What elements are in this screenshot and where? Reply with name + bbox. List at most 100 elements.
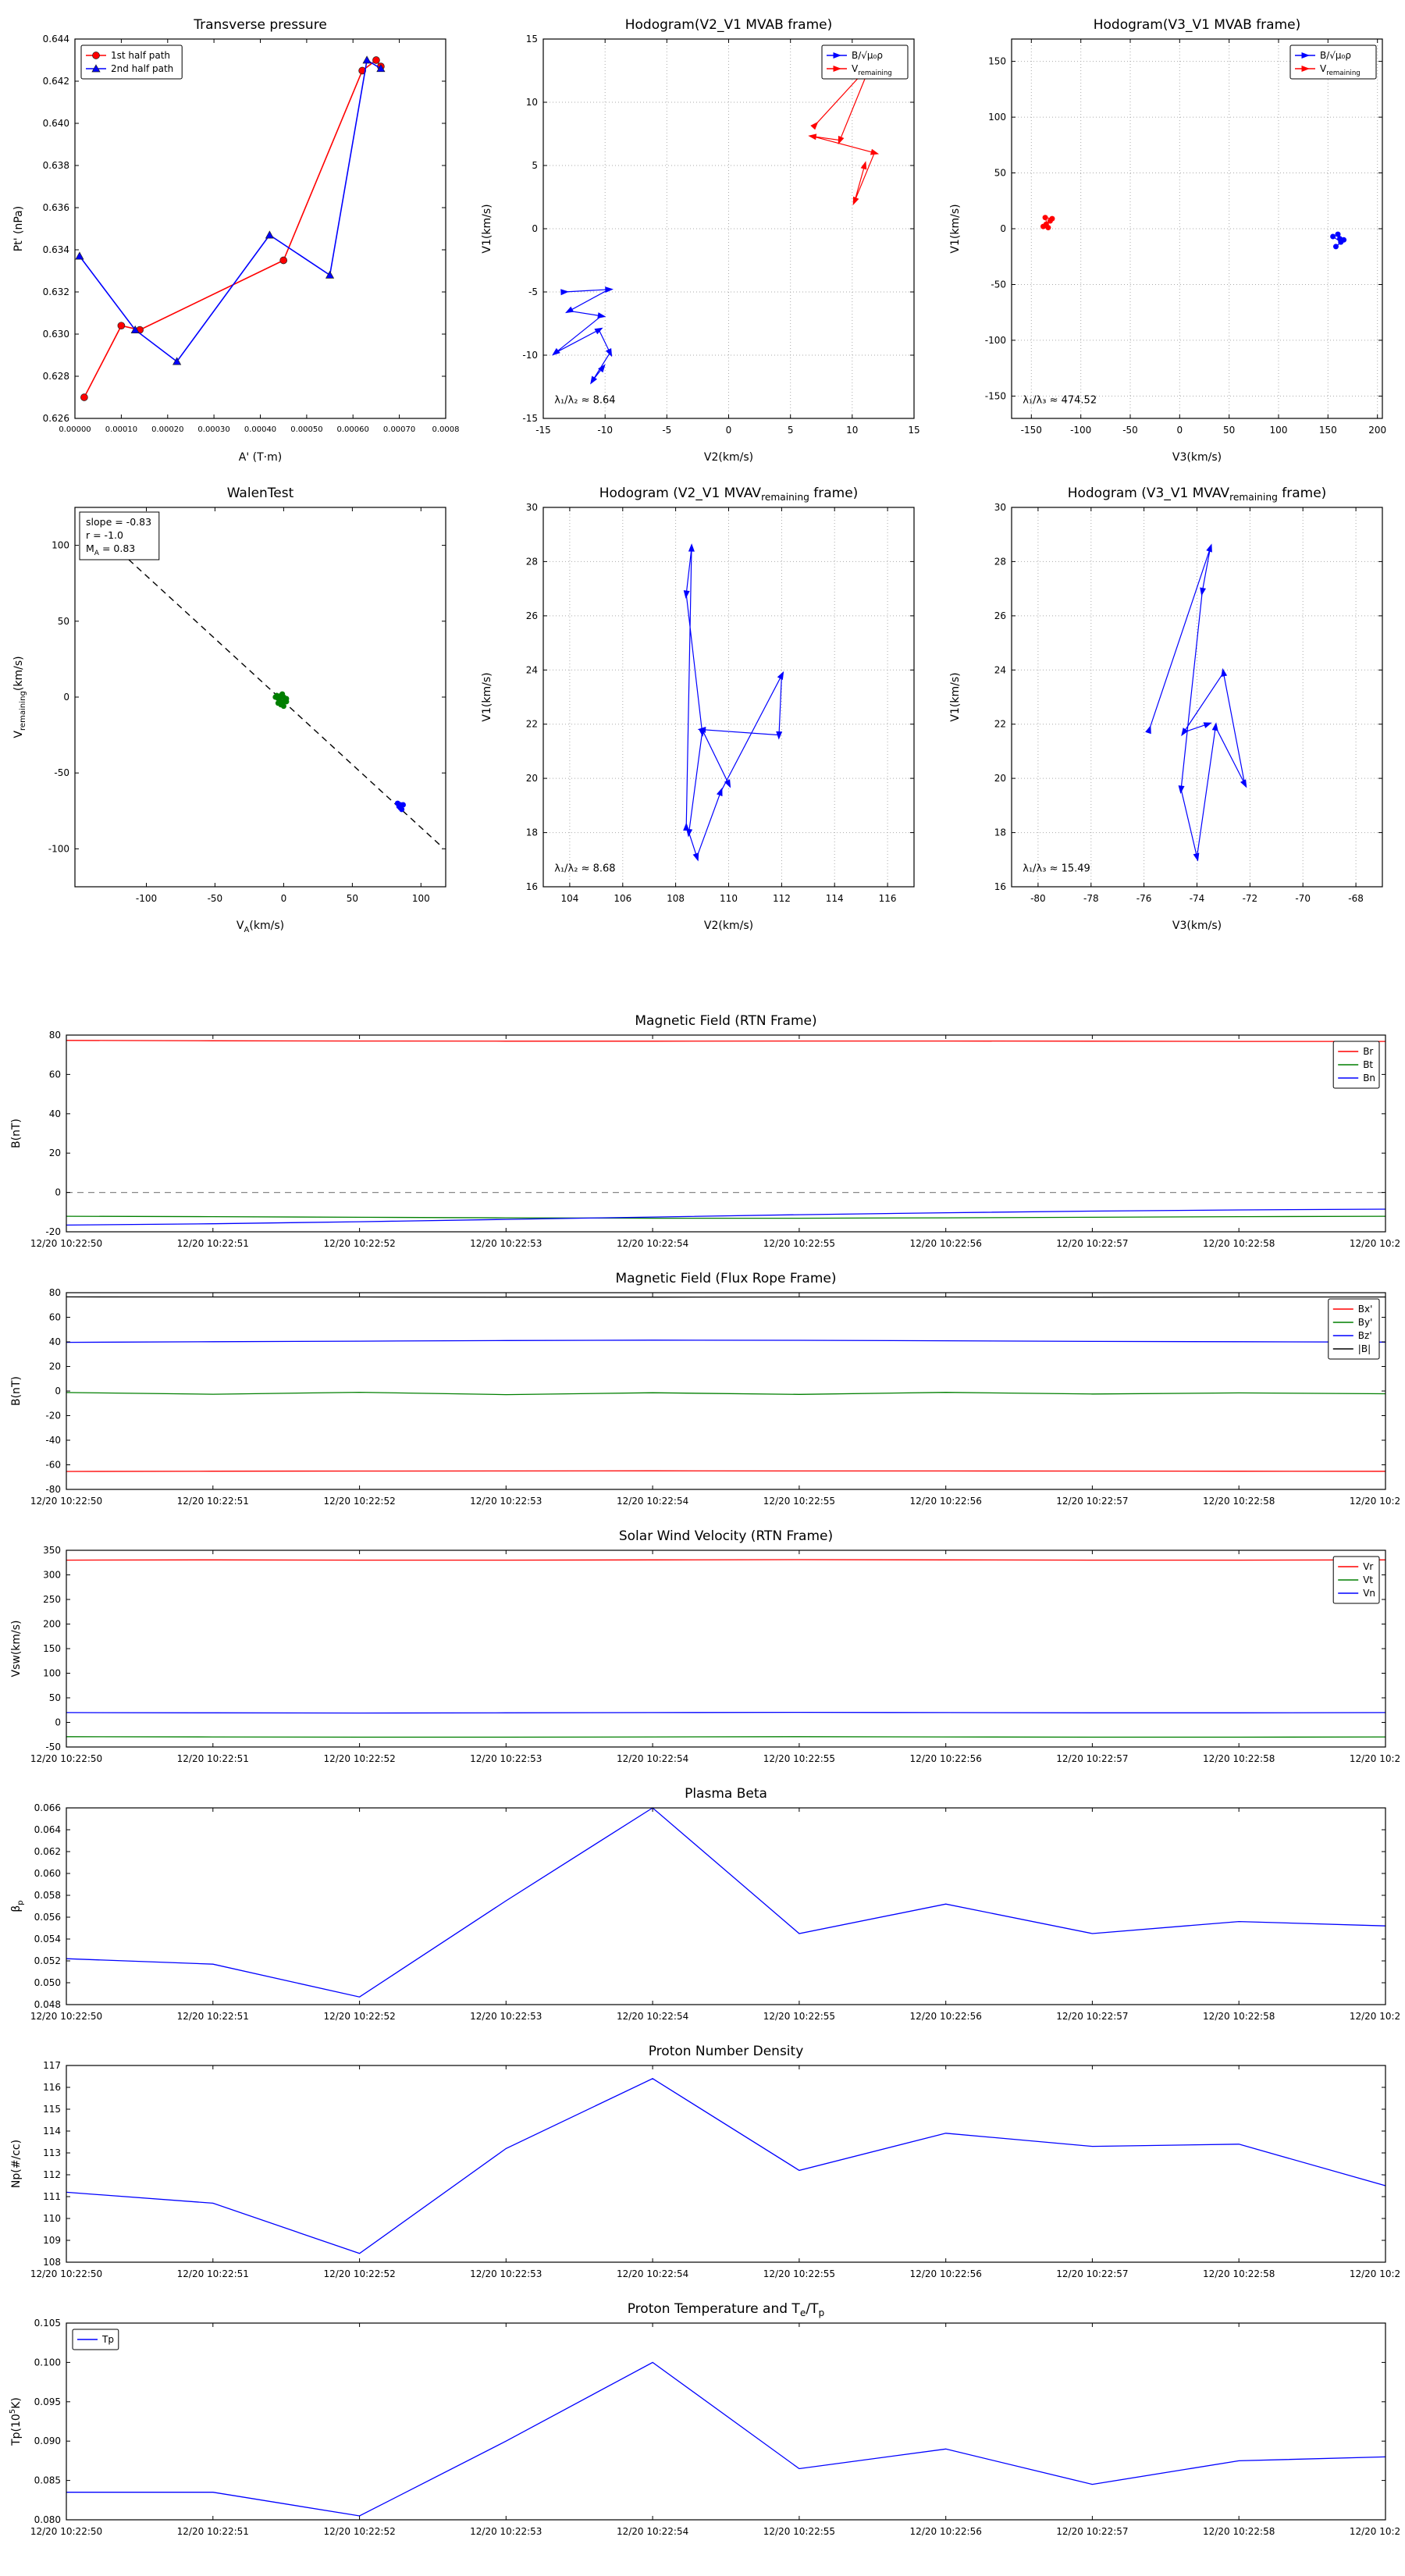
- svg-text:30: 30: [525, 502, 537, 513]
- svg-text:12/20 10:22:55: 12/20 10:22:55: [763, 1753, 835, 1764]
- svg-text:250: 250: [43, 1594, 61, 1605]
- svg-text:0.066: 0.066: [34, 1802, 61, 1813]
- svg-text:12/20 10:22:52: 12/20 10:22:52: [323, 1496, 395, 1507]
- transverse_pressure-svg: 0.00000 0.00010 0.00020 0.00030 0.00040 0.000…: [5, 8, 463, 470]
- svg-text:0.090: 0.090: [34, 2435, 61, 2446]
- hodogram_v3v1_mvab-svg: -150 -100 -50 0 50 100 150 200 -150 -100 -50 0 50 100…: [942, 8, 1400, 470]
- svg-text:0: 0: [63, 692, 69, 703]
- svg-text:40: 40: [49, 1336, 61, 1347]
- b_fluxrope-svg: 12/20 10:22:50 12/20 10:22:51 12/20 10:22:…: [4, 1265, 1401, 1516]
- svg-text:0.638: 0.638: [42, 160, 69, 171]
- svg-text:12/20 10:22:55: 12/20 10:22:55: [763, 1496, 835, 1507]
- svg-text:50: 50: [49, 1692, 61, 1703]
- svg-text:18: 18: [994, 827, 1005, 838]
- svg-text:r = -1.0: r = -1.0: [86, 529, 123, 541]
- chart-hodogram-v3v1-mvav: -80 -78 -76 -74 -72 -70 -68 16 18 20 22 24 26 28 30 Hod…: [937, 476, 1405, 948]
- svg-text:12/20 10:22:50: 12/20 10:22:50: [30, 2526, 102, 2537]
- svg-text:0.095: 0.095: [34, 2396, 61, 2407]
- svg-text:116: 116: [43, 2082, 61, 2093]
- svg-text:|B|: |B|: [1358, 1343, 1371, 1354]
- svg-text:Vsw(km/s): Vsw(km/s): [10, 1620, 23, 1677]
- svg-text:108: 108: [43, 2257, 61, 2268]
- svg-text:0.060: 0.060: [34, 1868, 61, 1879]
- svg-text:slope = -0.83: slope = -0.83: [86, 516, 151, 528]
- svg-text:12/20 10:22:53: 12/20 10:22:53: [470, 2268, 542, 2279]
- top-row-2: -100 -50 0 50 100 -100 -50 0 50 100 WalenTest VA​(k…: [0, 476, 1405, 948]
- svg-text:12/20 10:22:57: 12/20 10:22:57: [1056, 2011, 1128, 2022]
- svg-text:-50: -50: [1122, 425, 1138, 436]
- svg-text:-72: -72: [1242, 893, 1257, 904]
- chart-hodogram-v2v1-mvav: 104 106 108 110 112 114 116 16 18 20 22 24 26 28 30 Hod…: [468, 476, 937, 948]
- panel-proton-temperature: 12/20 10:22:50 12/20 10:22:51 12/20 10:22:…: [0, 2295, 1405, 2553]
- svg-text:30: 30: [994, 502, 1005, 513]
- svg-text:12/20 10:22:51: 12/20 10:22:51: [177, 1238, 249, 1249]
- svg-text:0.062: 0.062: [34, 1846, 61, 1857]
- svg-text:λ₁/λ₂ ≈ 8.64: λ₁/λ₂ ≈ 8.64: [554, 395, 615, 407]
- svg-text:0: 0: [55, 1187, 61, 1198]
- vsw_rtn-svg: 12/20 10:22:50 12/20 10:22:51 12/20 10:22:…: [4, 1522, 1401, 1774]
- svg-text:-80: -80: [45, 1484, 61, 1495]
- svg-text:22: 22: [994, 719, 1005, 730]
- svg-text:0.634: 0.634: [42, 244, 69, 255]
- svg-text:-76: -76: [1136, 893, 1151, 904]
- svg-text:116: 116: [878, 893, 896, 904]
- walen-svg: -100 -50 0 50 100 -100 -50 0 50 100 WalenTest VA​(k…: [5, 476, 463, 938]
- svg-text:0.058: 0.058: [34, 1890, 61, 1901]
- tp-svg: 12/20 10:22:50 12/20 10:22:51 12/20 10:22:…: [4, 2295, 1401, 2546]
- svg-text:Np(#/cc): Np(#/cc): [10, 2140, 23, 2188]
- svg-text:100: 100: [1269, 425, 1287, 436]
- svg-text:150: 150: [1318, 425, 1336, 436]
- svg-text:0.080: 0.080: [34, 2514, 61, 2525]
- svg-text:-100: -100: [135, 893, 156, 904]
- svg-text:-10: -10: [522, 350, 538, 361]
- svg-text:50: 50: [57, 616, 69, 627]
- svg-text:114: 114: [825, 893, 843, 904]
- svg-text:12/20 10:22:50: 12/20 10:22:50: [30, 1753, 102, 1764]
- svg-text:0.644: 0.644: [42, 34, 69, 44]
- svg-text:12/20 10:22:56: 12/20 10:22:56: [910, 1753, 982, 1764]
- svg-text:117: 117: [43, 2060, 61, 2071]
- svg-text:12/20 10:22:51: 12/20 10:22:51: [177, 1496, 249, 1507]
- svg-text:12/20 10:22:52: 12/20 10:22:52: [323, 1753, 395, 1764]
- svg-text:A' (T·m): A' (T·m): [238, 451, 281, 464]
- panel-solar-wind-velocity: 12/20 10:22:50 12/20 10:22:51 12/20 10:22:…: [0, 1522, 1405, 1780]
- chart-hodogram-v2v1-mvab: -15 -10 -5 0 5 10 15 -15 -10 -5 0 5 10 15 Hodogram(V2_…: [468, 8, 937, 476]
- svg-text:12/20 10:22:52: 12/20 10:22:52: [323, 2268, 395, 2279]
- svg-text:0.640: 0.640: [42, 118, 69, 129]
- svg-text:0: 0: [55, 1386, 61, 1397]
- svg-text:0.632: 0.632: [42, 286, 69, 297]
- svg-text:12/20 10:22:59: 12/20 10:22:59: [1350, 1496, 1401, 1507]
- svg-text:112: 112: [772, 893, 790, 904]
- svg-text:-10: -10: [597, 425, 613, 436]
- chart-walen-test: -100 -50 0 50 100 -100 -50 0 50 100 WalenTest VA​(k…: [0, 476, 468, 948]
- svg-text:12/20 10:22:51: 12/20 10:22:51: [177, 2526, 249, 2537]
- svg-text:12/20 10:22:56: 12/20 10:22:56: [910, 2268, 982, 2279]
- svg-text:0.626: 0.626: [42, 413, 69, 424]
- svg-text:Vr: Vr: [1363, 1561, 1373, 1572]
- svg-text:0.00000: 0.00000: [59, 425, 91, 434]
- svg-text:12/20 10:22:54: 12/20 10:22:54: [617, 1496, 688, 1507]
- svg-text:0.00070: 0.00070: [382, 425, 414, 434]
- svg-text:Magnetic Field (Flux Rope Fram: Magnetic Field (Flux Rope Frame): [616, 1271, 837, 1286]
- svg-text:20: 20: [525, 773, 537, 784]
- svg-text:Hodogram(V3_V1 MVAB frame): Hodogram(V3_V1 MVAB frame): [1093, 17, 1300, 33]
- svg-text:-70: -70: [1295, 893, 1311, 904]
- svg-text:12/20 10:22:55: 12/20 10:22:55: [763, 2011, 835, 2022]
- svg-text:-100: -100: [1070, 425, 1091, 436]
- svg-text:Bx': Bx': [1358, 1304, 1373, 1315]
- svg-text:0.105: 0.105: [34, 2318, 61, 2329]
- svg-text:26: 26: [525, 610, 537, 621]
- svg-text:110: 110: [720, 893, 738, 904]
- chart-hodogram-v3v1-mvab: -150 -100 -50 0 50 100 150 200 -150 -100 -50 0 50 100…: [937, 8, 1405, 476]
- hodogram_v3v1_mvav-svg: -80 -78 -76 -74 -72 -70 -68 16 18 20 22 24 26 28 30 Hod…: [942, 476, 1400, 938]
- svg-text:109: 109: [43, 2235, 61, 2246]
- svg-text:200: 200: [43, 1619, 61, 1630]
- svg-text:0.052: 0.052: [34, 1955, 61, 1966]
- svg-text:-80: -80: [1030, 893, 1046, 904]
- svg-text:λ₁/λ₂ ≈ 8.68: λ₁/λ₂ ≈ 8.68: [554, 863, 615, 875]
- svg-text:12/20 10:22:53: 12/20 10:22:53: [470, 2526, 542, 2537]
- svg-text:Hodogram (V2_V1 MVAVremaining​: Hodogram (V2_V1 MVAVremaining​ frame): [599, 486, 858, 503]
- svg-text:1st half path: 1st half path: [111, 50, 170, 61]
- svg-text:βp​: βp​: [10, 1900, 25, 1912]
- svg-text:100: 100: [411, 893, 429, 904]
